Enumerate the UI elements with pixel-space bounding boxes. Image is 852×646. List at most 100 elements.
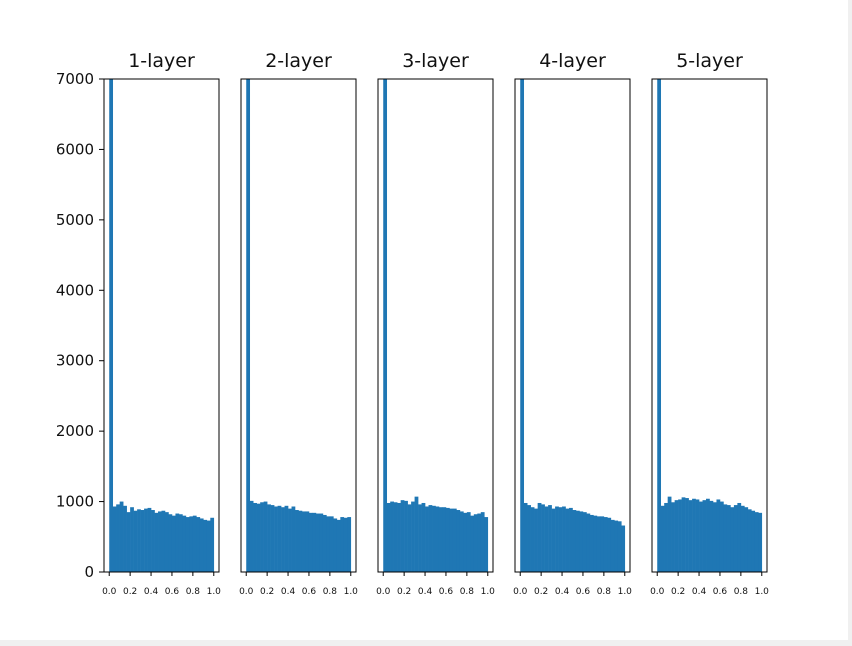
- histogram-bar: [463, 512, 468, 572]
- histogram-bar: [312, 512, 317, 572]
- histogram-bar: [706, 498, 710, 572]
- histogram-bar: [754, 512, 759, 572]
- histogram-bar: [674, 500, 679, 572]
- histogram-bar: [614, 520, 619, 572]
- histogram-bar: [551, 508, 556, 572]
- histogram-bar: [281, 507, 285, 572]
- histogram-bar: [541, 504, 545, 572]
- histogram-bar: [185, 517, 190, 572]
- x-tick-label: 0.4: [555, 587, 570, 597]
- histogram-bar: [158, 511, 162, 572]
- histogram-bar: [301, 511, 306, 572]
- histogram-bar: [593, 515, 598, 572]
- x-tick-label: 1.0: [618, 587, 633, 597]
- histogram-bar: [425, 506, 429, 572]
- histogram-bar: [295, 510, 299, 572]
- histogram-bar: [178, 514, 183, 572]
- histogram-bar: [192, 515, 197, 572]
- x-tick-label: 0.4: [692, 587, 707, 597]
- histogram-bar: [109, 79, 114, 572]
- x-tick-label: 0.4: [281, 587, 296, 597]
- x-tick-label: 0.8: [734, 587, 749, 597]
- histogram-bar: [470, 515, 475, 572]
- y-tick-label: 6000: [56, 140, 94, 158]
- histogram-bar: [154, 512, 159, 572]
- histogram-bar: [621, 525, 626, 572]
- x-tick-label: 0.0: [239, 587, 254, 597]
- histogram-bar: [333, 518, 338, 572]
- histogram-bar: [685, 498, 689, 572]
- histogram-bar: [569, 507, 573, 572]
- histogram-bar: [747, 509, 752, 572]
- x-tick-label: 1.0: [481, 587, 496, 597]
- histogram-bar: [421, 502, 426, 572]
- histogram-bar: [452, 508, 457, 572]
- y-tick-label: 4000: [56, 281, 94, 299]
- histogram-bar: [383, 79, 388, 572]
- histogram-bar: [726, 505, 731, 572]
- x-tick-label: 0.0: [102, 587, 117, 597]
- histogram-bar: [123, 505, 127, 572]
- histogram-bar: [667, 496, 672, 572]
- histogram-bar: [340, 517, 345, 572]
- histogram-bar: [414, 496, 419, 572]
- y-tick-label: 1000: [56, 493, 94, 511]
- histogram-bar: [319, 513, 324, 572]
- histogram-bar: [740, 505, 745, 572]
- histogram-bar: [151, 510, 155, 572]
- y-tick-label: 7000: [56, 70, 94, 88]
- histogram-bar: [603, 517, 608, 572]
- x-tick-label: 0.8: [186, 587, 201, 597]
- histogram-bar: [130, 507, 134, 572]
- histogram-bar: [203, 519, 208, 572]
- histogram-bar: [210, 517, 215, 572]
- x-tick-label: 1.0: [755, 587, 770, 597]
- axes-frame: [103, 78, 220, 573]
- histogram-bar: [336, 519, 341, 572]
- histogram-bar: [116, 504, 120, 572]
- histogram-bar: [709, 500, 714, 572]
- histogram-bar: [253, 502, 257, 572]
- histogram-bar: [558, 507, 563, 572]
- histogram-bar: [260, 502, 264, 572]
- histogram-bar: [438, 507, 443, 572]
- histogram-bar: [534, 508, 538, 572]
- histogram-bar: [168, 514, 173, 572]
- histogram-bar: [112, 506, 117, 572]
- histogram-bar: [284, 505, 289, 572]
- axes-frame: [377, 78, 494, 573]
- histogram-bar: [695, 499, 700, 572]
- histogram-bar: [390, 501, 394, 572]
- histogram-bar: [449, 508, 454, 572]
- histogram-bar: [664, 502, 668, 572]
- histogram-bar: [407, 504, 412, 572]
- histogram-bar: [404, 500, 408, 572]
- x-tick-label: 0.0: [650, 587, 665, 597]
- histogram-bar: [315, 513, 320, 572]
- x-tick-label: 0.2: [534, 587, 548, 597]
- histogram-bar: [555, 506, 559, 572]
- subplot-title: 3-layer: [402, 50, 469, 72]
- histogram-bar: [322, 514, 327, 572]
- axes-frame: [651, 78, 768, 573]
- histogram-bar: [291, 506, 296, 572]
- x-tick-label: 0.0: [376, 587, 391, 597]
- histogram-bar: [572, 510, 577, 572]
- histogram-bar: [126, 512, 131, 572]
- histogram-bar: [660, 505, 665, 572]
- histogram-bar: [140, 510, 145, 572]
- histogram-bar: [445, 507, 450, 572]
- histogram-bar: [523, 502, 528, 572]
- histogram-bar: [418, 504, 422, 572]
- histogram-bar: [274, 506, 278, 572]
- histogram-bar: [607, 517, 612, 572]
- histogram-bar: [688, 500, 693, 572]
- histogram-bar: [657, 79, 662, 572]
- histogram-bar: [397, 502, 401, 572]
- x-tick-label: 0.6: [302, 587, 317, 597]
- y-tick-label: 5000: [56, 211, 94, 229]
- histogram-bar: [617, 521, 622, 572]
- histogram-bar: [267, 504, 271, 572]
- histogram-bar: [196, 517, 201, 572]
